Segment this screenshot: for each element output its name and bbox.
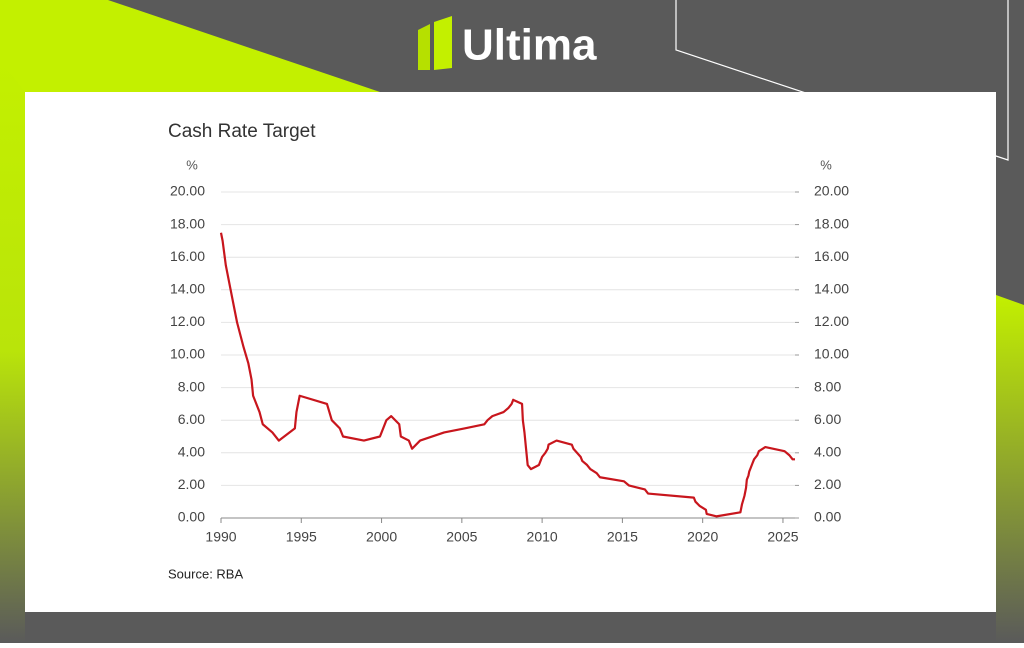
y2-tick-label: 4.00: [814, 444, 841, 460]
source-note: Source: RBA: [168, 566, 243, 581]
y2-tick-label: 18.00: [814, 215, 849, 231]
y2-tick-label: 8.00: [814, 378, 841, 394]
y-tick-label: 18.00: [170, 215, 205, 231]
y-tick-label: 6.00: [178, 411, 205, 427]
x-tick-label: 2015: [607, 529, 638, 545]
x-tick-label: 2010: [527, 529, 558, 545]
brand-name: Ultima: [462, 21, 597, 70]
y-unit: %: [186, 157, 198, 172]
y-tick-label: 0.00: [178, 509, 205, 525]
plot: 0.00 2.00 4.00 6.00 8.00 10.00 12.00 14.00 16.00…: [170, 183, 849, 545]
chart-panel: [25, 92, 996, 612]
x-tick-label: 2025: [767, 529, 798, 545]
accent-top: [0, 0, 380, 92]
y2-unit: %: [820, 157, 832, 172]
y2-tick-label: 12.00: [814, 313, 849, 329]
accent-left: [0, 60, 25, 643]
y2-tick-label: 2.00: [814, 476, 841, 492]
logo-icon: [434, 16, 452, 70]
x-tick-label: 2000: [366, 529, 397, 545]
y-tick-label: 2.00: [178, 476, 205, 492]
y2-tick-label: 0.00: [814, 509, 841, 525]
y-tick-label: 10.00: [170, 346, 205, 362]
y-tick-label: 8.00: [178, 378, 205, 394]
logo-icon: [418, 24, 430, 70]
y2-tick-label: 10.00: [814, 346, 849, 362]
y-tick-label: 12.00: [170, 313, 205, 329]
x-tick-label: 2020: [687, 529, 718, 545]
y2-tick-label: 20.00: [814, 183, 849, 199]
y-tick-label: 20.00: [170, 183, 205, 199]
y2-tick-label: 16.00: [814, 248, 849, 264]
y-tick-label: 14.00: [170, 281, 205, 297]
chart-title: Cash Rate Target: [168, 121, 316, 142]
series-line: [219, 232, 795, 518]
y-tick-label: 16.00: [170, 248, 205, 264]
logo: Ultima: [418, 16, 597, 70]
y2-tick-label: 6.00: [814, 411, 841, 427]
x-tick-label: 1995: [286, 529, 317, 545]
x-tick-label: 1990: [205, 529, 236, 545]
y-tick-label: 4.00: [178, 444, 205, 460]
accent-right: [996, 295, 1024, 643]
x-tick-label: 2005: [446, 529, 477, 545]
y2-tick-label: 14.00: [814, 281, 849, 297]
